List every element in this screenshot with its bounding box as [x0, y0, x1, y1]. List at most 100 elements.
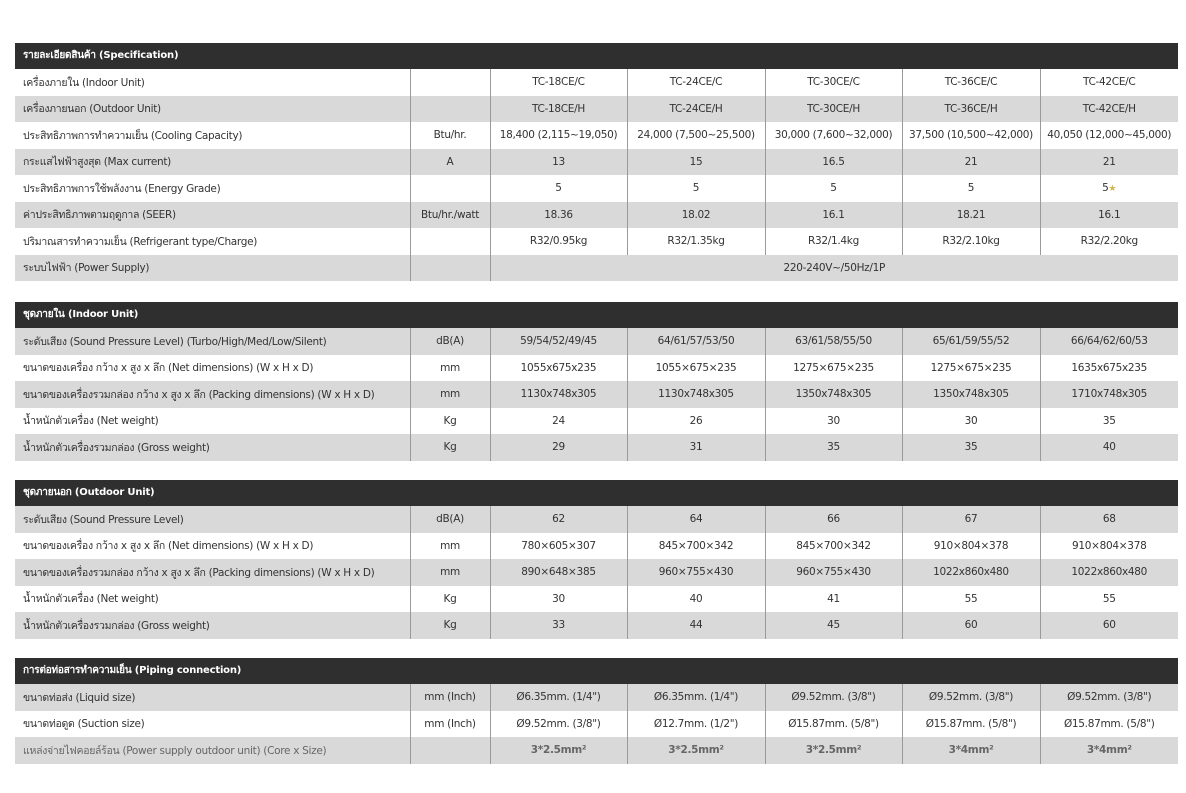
value-cell: 960×755×430 [626, 559, 765, 586]
value-cell: R32/1.35kg [626, 228, 765, 255]
value-cell: 1635x675x235 [1039, 354, 1178, 381]
row-label: ระดับเสียง (Sound Pressure Level) (Turbo… [15, 328, 410, 355]
value-cell: Ø9.52mm. (3/8") [489, 710, 627, 737]
table-row: ค่าประสิทธิภาพตามฤดูกาล (SEER) Btu/hr./wa… [15, 201, 1178, 228]
value-cell: 18,400 (2,115~19,050) [489, 122, 627, 149]
table-row: น้ำหนักตัวเครื่อง (Net weight) Kg 24 26 30 30… [15, 407, 1178, 434]
value-cell: 68 [1039, 506, 1178, 533]
row-label: น้ำหนักตัวเครื่อง (Net weight) [15, 407, 410, 434]
value-cell: 5 [626, 175, 765, 202]
table-row: น้ำหนักตัวเครื่อง (Net weight) Kg 30 40 41 55… [15, 585, 1178, 612]
value-cell: 18.21 [901, 201, 1040, 228]
value-cell: 5★ [1039, 175, 1178, 202]
unit-cell: mm (Inch) [409, 710, 490, 737]
row-label: ขนาดท่อส่ง (Liquid size) [15, 684, 410, 711]
indoor-unit-section: ชุดภายใน (Indoor Unit) ระดับเสียง (Sound … [15, 302, 1178, 461]
value-cell: 910×804×378 [1039, 532, 1178, 559]
section-header: รายละเอียดสินค้า (Specification) [15, 43, 1178, 69]
table-row: เครื่องภายใน (Indoor Unit) TC-18CE/C TC-24… [15, 69, 1178, 96]
unit-cell [409, 175, 490, 202]
unit-cell: Kg [409, 434, 490, 461]
row-label: น้ำหนักตัวเครื่องรวมกล่อง (Gross weight) [15, 612, 410, 639]
value-cell: 45 [764, 612, 902, 639]
table-row: น้ำหนักตัวเครื่องรวมกล่อง (Gross weight)… [15, 612, 1178, 639]
unit-cell: mm [409, 559, 490, 586]
value-cell: 845×700×342 [764, 532, 902, 559]
spec-section: รายละเอียดสินค้า (Specification) เครื่องภ… [15, 43, 1178, 281]
table-row: เครื่องภายนอก (Outdoor Unit) TC-18CE/H TC-… [15, 95, 1178, 122]
value-cell: Ø6.35mm. (1/4") [489, 684, 627, 711]
table-row: ขนาดของเครื่อง กว้าง x สูง x ลึก (Net di… [15, 354, 1178, 381]
value-cell: 16.1 [1039, 201, 1178, 228]
value-cell: TC-18CE/C [489, 69, 627, 96]
value-cell: 3*2.5mm² [489, 737, 627, 764]
value-cell: 13 [489, 148, 627, 175]
spec-table: เครื่องภายใน (Indoor Unit) TC-18CE/C TC-24… [15, 69, 1178, 281]
value-cell: 59/54/52/49/45 [489, 328, 627, 355]
value-cell: 780×605×307 [489, 532, 627, 559]
spec-table: ระดับเสียง (Sound Pressure Level) (Turbo… [15, 328, 1178, 461]
table-row: ขนาดท่อส่ง (Liquid size) mm (Inch) Ø6.35mm… [15, 684, 1178, 711]
value-cell: 3*4mm² [901, 737, 1040, 764]
row-label: เครื่องภายนอก (Outdoor Unit) [15, 95, 410, 122]
table-row: ขนาดท่อดูด (Suction size) mm (Inch) Ø9.52m… [15, 710, 1178, 737]
row-label: ระบบไฟฟ้า (Power Supply) [15, 254, 410, 281]
row-label: แหล่งจ่ายไฟคอยล์ร้อน (Power supply outdo… [15, 737, 410, 764]
value-cell: R32/2.10kg [901, 228, 1040, 255]
section-header: ชุดภายนอก (Outdoor Unit) [15, 480, 1178, 506]
value-cell: 1130x748x305 [626, 381, 765, 408]
value-cell: 1350x748x305 [764, 381, 902, 408]
row-label: ปริมาณสารทำความเย็น (Refrigerant type/Ch… [15, 228, 410, 255]
piping-connection-section: การต่อท่อสารทำความเย็น (Piping connectio… [15, 658, 1178, 764]
star-icon: ★ [1108, 184, 1117, 195]
value-cell: Ø15.87mm. (5/8") [1039, 710, 1178, 737]
value-cell: 40 [1039, 434, 1178, 461]
value-cell: Ø6.35mm. (1/4") [626, 684, 765, 711]
value-cell: TC-42CE/H [1039, 95, 1178, 122]
value-cell: 21 [901, 148, 1040, 175]
unit-cell [409, 737, 490, 764]
unit-cell: mm (Inch) [409, 684, 490, 711]
value-cell: 30,000 (7,600~32,000) [764, 122, 902, 149]
table-row: ประสิทธิภาพการใช้พลังงาน (Energy Grade) 5… [15, 175, 1178, 202]
value-cell: 5 [901, 175, 1040, 202]
value-cell: 30 [489, 585, 627, 612]
value-cell: 35 [1039, 407, 1178, 434]
value-cell: 16.1 [764, 201, 902, 228]
section-header: ชุดภายใน (Indoor Unit) [15, 302, 1178, 328]
unit-cell: Kg [409, 407, 490, 434]
value-cell: 1055x675x235 [489, 354, 627, 381]
row-label: ระดับเสียง (Sound Pressure Level) [15, 506, 410, 533]
table-row: ขนาดของเครื่องรวมกล่อง กว้าง x สูง x ลึก… [15, 381, 1178, 408]
value-cell: 1275×675×235 [764, 354, 902, 381]
value-cell: R32/0.95kg [489, 228, 627, 255]
value-cell: 960×755×430 [764, 559, 902, 586]
row-label: น้ำหนักตัวเครื่องรวมกล่อง (Gross weight) [15, 434, 410, 461]
value-cell: 29 [489, 434, 627, 461]
table-row: ระดับเสียง (Sound Pressure Level) (Turbo… [15, 328, 1178, 355]
value-cell: TC-30CE/H [764, 95, 902, 122]
value-cell: 65/61/59/55/52 [901, 328, 1040, 355]
value-cell: 64/61/57/53/50 [626, 328, 765, 355]
value-cell: 845×700×342 [626, 532, 765, 559]
table-row: ปริมาณสารทำความเย็น (Refrigerant type/Ch… [15, 228, 1178, 255]
value-cell: R32/2.20kg [1039, 228, 1178, 255]
value-cell: 31 [626, 434, 765, 461]
table-row: น้ำหนักตัวเครื่องรวมกล่อง (Gross weight)… [15, 434, 1178, 461]
value-cell: 60 [1039, 612, 1178, 639]
value-cell: 3*2.5mm² [626, 737, 765, 764]
unit-cell: Kg [409, 585, 490, 612]
value-cell: 30 [764, 407, 902, 434]
row-label: ประสิทธิภาพการใช้พลังงาน (Energy Grade) [15, 175, 410, 202]
value-cell: 64 [626, 506, 765, 533]
row-label: ขนาดท่อดูด (Suction size) [15, 710, 410, 737]
value-cell: Ø9.52mm. (3/8") [901, 684, 1040, 711]
value-cell: 33 [489, 612, 627, 639]
value-cell: 3*2.5mm² [764, 737, 902, 764]
value-cell: 16.5 [764, 148, 902, 175]
value-cell: 1350x748x305 [901, 381, 1040, 408]
value-cell: TC-24CE/C [626, 69, 765, 96]
value-text: 5 [1102, 182, 1109, 195]
merged-value-cell: 220-240V~/50Hz/1P [489, 254, 1178, 281]
value-cell: 60 [901, 612, 1040, 639]
